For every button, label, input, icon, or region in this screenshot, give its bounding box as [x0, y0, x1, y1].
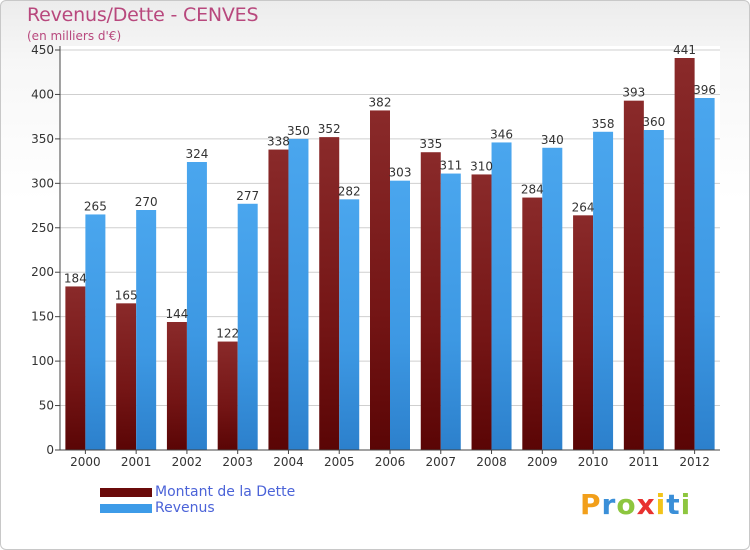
bar-dette-2011	[623, 100, 644, 451]
value-label-dette-2008: 310	[470, 159, 493, 173]
bar-revenus-2007	[440, 173, 461, 451]
value-label-dette-2010: 264	[572, 200, 595, 214]
bar-dette-2004	[268, 149, 289, 451]
bar-dette-2007	[420, 152, 441, 450]
x-tick-label-2010: 2010	[578, 455, 609, 469]
bar-revenus-2000	[85, 214, 106, 450]
value-label-dette-2002: 144	[165, 307, 188, 321]
logo-letter: i	[680, 488, 692, 521]
y-tick-label: 300	[31, 176, 54, 190]
value-label-dette-2004: 338	[267, 135, 290, 149]
y-tick-label: 250	[31, 221, 54, 235]
value-label-dette-2006: 382	[369, 95, 392, 109]
value-label-revenus-2004: 350	[287, 124, 310, 138]
x-tick-label-2002: 2002	[172, 455, 203, 469]
x-tick-label-2005: 2005	[324, 455, 355, 469]
y-tick-label: 150	[31, 310, 54, 324]
x-tick-label-2006: 2006	[375, 455, 406, 469]
bar-revenus-2008	[491, 142, 512, 450]
value-label-revenus-2005: 282	[338, 184, 361, 198]
logo-letter: o	[616, 488, 637, 521]
value-label-revenus-2009: 340	[541, 133, 564, 147]
value-label-revenus-2003: 277	[236, 189, 259, 203]
y-tick-label: 200	[31, 265, 54, 279]
x-tick-label-2007: 2007	[425, 455, 456, 469]
bar-revenus-2006	[390, 180, 410, 450]
value-label-revenus-2011: 360	[642, 115, 665, 129]
bar-dette-2000	[65, 286, 86, 450]
legend-swatch-revenus	[100, 504, 152, 513]
x-tick-label-2011: 2011	[629, 455, 660, 469]
bar-dette-2002	[166, 322, 187, 450]
logo-letter: i	[655, 488, 667, 521]
y-tick-label: 0	[46, 443, 54, 457]
value-label-revenus-2001: 270	[135, 195, 158, 209]
value-label-revenus-2007: 311	[439, 159, 462, 173]
x-tick-label-2003: 2003	[222, 455, 253, 469]
bar-dette-2009	[522, 197, 543, 450]
logo-letter: t	[666, 488, 681, 521]
proxiti-logo: Proxiti	[580, 488, 691, 521]
bar-dette-2008	[471, 174, 492, 450]
legend-label-revenus: Revenus	[155, 500, 215, 516]
value-label-revenus-2008: 346	[490, 127, 513, 141]
x-tick-label-2012: 2012	[679, 455, 710, 469]
value-label-dette-2011: 393	[622, 86, 645, 100]
value-label-revenus-2006: 303	[389, 166, 412, 180]
bar-revenus-2004	[288, 138, 309, 450]
x-tick-label-2008: 2008	[476, 455, 507, 469]
bar-revenus-2009	[542, 147, 563, 450]
bar-revenus-2012	[694, 98, 715, 450]
bar-dette-2003	[217, 341, 238, 450]
x-tick-label-2004: 2004	[273, 455, 304, 469]
bar-revenus-2010	[593, 131, 614, 450]
value-label-dette-2001: 165	[115, 288, 138, 302]
bar-dette-2006	[370, 110, 390, 450]
bar-dette-2012	[674, 58, 695, 450]
x-tick-label-2009: 2009	[527, 455, 558, 469]
y-tick-label: 400	[31, 87, 54, 101]
x-tick-label-2001: 2001	[121, 455, 152, 469]
logo-letter: r	[601, 488, 617, 521]
y-tick-label: 450	[31, 43, 54, 57]
chart-title: Revenus/Dette - CENVES	[27, 4, 259, 26]
bar-dette-2010	[573, 215, 594, 450]
value-label-dette-2005: 352	[318, 122, 341, 136]
y-tick-label: 50	[39, 399, 54, 413]
x-tick-label-2000: 2000	[70, 455, 101, 469]
value-label-revenus-2002: 324	[185, 147, 208, 161]
value-label-dette-2007: 335	[419, 137, 442, 151]
value-label-revenus-2012: 396	[693, 83, 716, 97]
legend-swatch-dette	[100, 488, 152, 497]
y-tick-label: 100	[31, 354, 54, 368]
logo-letter: P	[580, 488, 602, 521]
legend-label-dette: Montant de la Dette	[155, 484, 296, 500]
bar-dette-2001	[116, 303, 137, 450]
logo-letter: x	[636, 488, 656, 521]
bar-revenus-2002	[186, 162, 207, 450]
value-label-dette-2003: 122	[216, 327, 239, 341]
y-tick-label: 350	[31, 132, 54, 146]
chart-subtitle: (en milliers d'€)	[27, 29, 122, 43]
bar-dette-2005	[319, 137, 340, 450]
value-label-revenus-2010: 358	[592, 117, 615, 131]
value-label-revenus-2000: 265	[84, 199, 107, 213]
value-label-dette-2009: 284	[521, 183, 544, 197]
value-label-dette-2012: 441	[673, 43, 696, 57]
bar-revenus-2003	[237, 203, 258, 450]
bar-revenus-2005	[339, 199, 360, 450]
bar-revenus-2001	[136, 210, 157, 450]
bar-revenus-2011	[643, 130, 664, 450]
value-label-dette-2000: 184	[64, 271, 87, 285]
